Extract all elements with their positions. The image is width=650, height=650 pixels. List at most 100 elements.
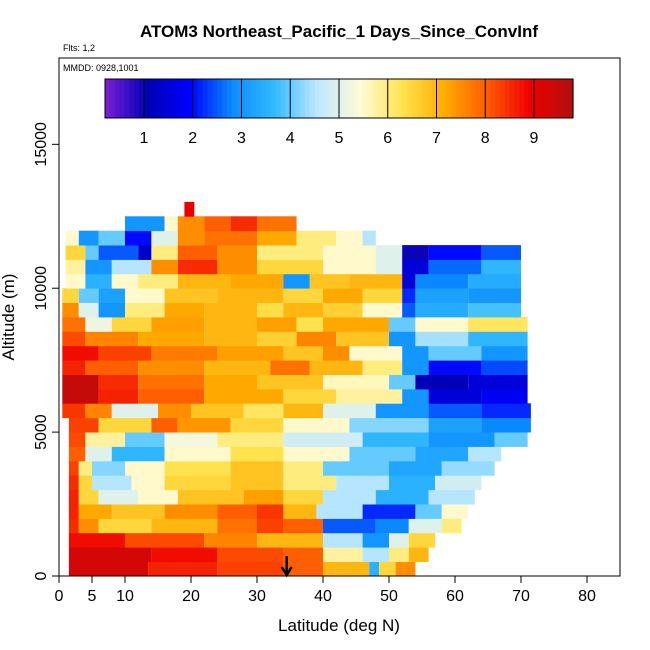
colorbar-segment: [324, 79, 330, 118]
heatmap-cell: [362, 288, 403, 303]
colorbar-segment: [295, 79, 301, 118]
heatmap-cell: [230, 273, 284, 289]
heatmap-cell: [164, 288, 218, 303]
heatmap-cell: [402, 259, 429, 275]
heatmap-cell: [177, 417, 231, 433]
heatmap-cell: [98, 302, 125, 318]
colorbar-segment: [402, 79, 408, 118]
heatmap-cell: [389, 374, 416, 390]
heatmap-cell: [111, 273, 139, 289]
heatmap-cell: [336, 388, 403, 404]
heatmap-cell: [389, 317, 416, 332]
heatmap-cell: [111, 317, 152, 332]
colorbar-tick-label: 2: [188, 130, 197, 147]
colorbar-segment: [183, 79, 189, 118]
heatmap-cell: [131, 475, 165, 491]
heatmap-cell: [78, 518, 99, 534]
colorbar-segment: [251, 79, 257, 118]
colorbar-tick-label: 5: [335, 130, 344, 147]
heatmap-cell: [283, 518, 323, 534]
heatmap-cell: [402, 360, 429, 375]
y-tick-label: 0: [33, 571, 50, 580]
heatmap-cell: [402, 345, 429, 361]
heatmap-cell: [230, 460, 284, 476]
x-tick-label: 70: [512, 588, 530, 605]
chart-title: ATOM3 Northeast_Pacific_1 Days_Since_Con…: [140, 22, 538, 41]
heatmap-cell: [217, 345, 284, 361]
heatmap-cell: [151, 230, 178, 246]
heatmap-cells: [62, 201, 531, 576]
colorbar-segment: [109, 79, 116, 118]
heatmap-cell: [441, 504, 469, 519]
heatmap-cell: [481, 245, 521, 260]
heatmap-cell: [415, 317, 469, 332]
colorbar-segment: [436, 79, 442, 118]
colorbar-segment: [339, 79, 345, 118]
heatmap-cell: [362, 532, 389, 548]
heatmap-cell: [257, 518, 284, 534]
heatmap-cell: [164, 504, 218, 519]
colorbar-frame: [104, 78, 574, 119]
heatmap-cell: [65, 259, 86, 275]
heatmap-cell: [468, 288, 521, 303]
heatmap-cell: [468, 317, 528, 332]
colorbar-segment: [129, 79, 135, 118]
heatmap-cell: [336, 331, 389, 347]
colorbar-segment: [280, 79, 286, 118]
heatmap-cell: [191, 403, 244, 419]
heatmap-cell: [428, 345, 482, 361]
heatmap-cell: [415, 331, 469, 347]
heatmap-cell: [217, 547, 284, 562]
heatmap-cell: [184, 201, 195, 217]
colorbar-segment: [343, 79, 350, 118]
heatmap-cell: [379, 561, 396, 576]
heatmap-cell: [85, 317, 112, 332]
heatmap-cell: [177, 216, 205, 232]
heatmap-cell: [375, 245, 403, 260]
colorbar-segment: [534, 79, 540, 118]
colorbar-segment: [319, 79, 325, 118]
axes: 0 5 10 20 30 40 50 60 70 80 0 5000 10000 15000: [33, 57, 621, 605]
heatmap-cell: [78, 475, 92, 491]
x-tick-label: 20: [182, 588, 200, 605]
heatmap-cell: [62, 331, 86, 347]
colorbar-segment: [460, 79, 467, 118]
heatmap-cell: [125, 302, 165, 318]
heatmap-cell: [85, 331, 139, 347]
heatmap-cell: [323, 374, 389, 390]
heatmap-cell: [375, 403, 429, 419]
arrow-head: [280, 566, 293, 578]
heatmap-cell: [323, 561, 370, 576]
heatmap-cell: [85, 446, 112, 462]
heatmap-cell: [138, 331, 205, 347]
heatmap-cell: [375, 489, 429, 505]
colorbar-segment: [275, 79, 282, 118]
colorbar-segment: [148, 79, 155, 118]
heatmap-cell: [158, 403, 191, 419]
heatmap-cell: [68, 432, 86, 447]
heatmap-cell: [257, 230, 297, 246]
colorbar-segment: [397, 79, 403, 118]
x-tick-label: 10: [116, 588, 134, 605]
heatmap-cell: [389, 460, 442, 476]
heatmap-cell: [323, 288, 363, 303]
heatmap-cell: [204, 360, 271, 375]
heatmap-cell: [151, 417, 178, 433]
heatmap-cell: [283, 504, 317, 519]
heatmap-cell: [151, 317, 205, 332]
heatmap-cell: [177, 489, 244, 505]
heatmap-cell: [68, 460, 79, 476]
heatmap-cell: [68, 446, 86, 462]
heatmap-cell: [283, 561, 323, 576]
y-axis-label: Altitude (m): [0, 274, 18, 361]
colorbar-segment: [119, 79, 126, 118]
colorbar-tick-label: 9: [530, 130, 539, 147]
heatmap-cell: [85, 360, 139, 375]
heatmap-cell: [111, 446, 165, 462]
colorbar-tick-label: 7: [432, 130, 441, 147]
heatmap-cell: [98, 230, 125, 246]
heatmap-cell: [138, 489, 178, 505]
heatmap-cell: [230, 417, 284, 433]
heatmap-cell: [468, 446, 502, 462]
colorbar-segment: [538, 79, 545, 118]
